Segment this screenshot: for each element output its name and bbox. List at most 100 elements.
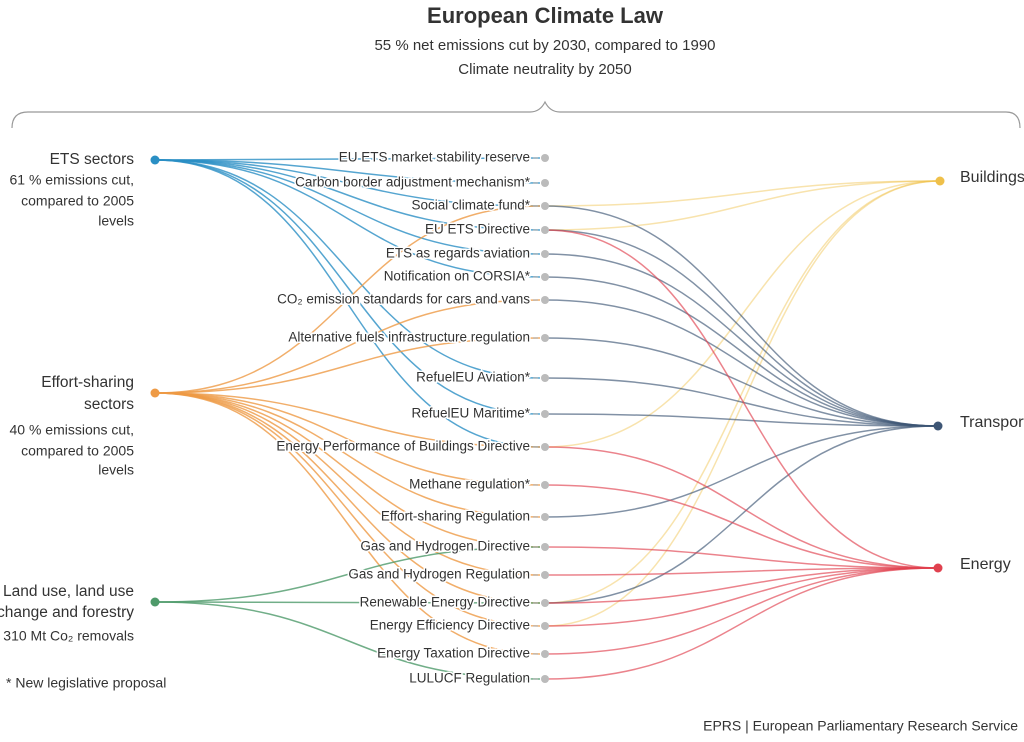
credit: EPRS | European Parliamentary Research S… (703, 718, 1018, 734)
source-link (154, 159, 541, 255)
item-dot (541, 334, 549, 342)
links (154, 157, 941, 680)
target-node (933, 421, 943, 431)
item-label: EU ETS Directive (425, 222, 530, 237)
item-label: Methane regulation* (409, 477, 531, 492)
target-link (544, 446, 939, 569)
item-dot (541, 622, 549, 630)
source-node (150, 388, 160, 398)
item-label: EU ETS market stability reserve (339, 150, 530, 165)
target-node (933, 563, 943, 573)
target-link (544, 180, 941, 448)
item-dot (541, 202, 549, 210)
item-dot (541, 675, 549, 683)
target-link (544, 229, 939, 569)
source-detail: compared to 2005 (21, 193, 134, 209)
source-link (154, 337, 541, 394)
target-link (544, 180, 941, 604)
item-label: Carbon border adjustment mechanism* (295, 175, 531, 190)
target-link (544, 413, 939, 427)
item-label: RefuelEU Aviation* (416, 370, 531, 385)
source-link (154, 392, 541, 604)
target-link (544, 425, 939, 518)
target-link (544, 546, 939, 569)
item-label: Social climate fund* (411, 198, 530, 213)
item-label: Renewable Energy Directive (360, 595, 530, 610)
target-link (544, 567, 939, 576)
brace (11, 100, 1021, 129)
item-dot (541, 599, 549, 607)
item-dot (541, 481, 549, 489)
source-name: sectors (84, 396, 134, 413)
item-dot (541, 650, 549, 658)
source-link (154, 159, 541, 231)
target-node (935, 176, 945, 186)
item-label: RefuelEU Maritime* (411, 406, 530, 421)
item-label: ETS as regards aviation (386, 246, 530, 261)
source-name: Effort-sharing (41, 374, 134, 391)
item-dot (541, 179, 549, 187)
item-dot (541, 543, 549, 551)
source-link (154, 159, 541, 184)
target-link (544, 567, 939, 680)
target-link (544, 180, 941, 627)
source-name: change and forestry (0, 604, 134, 621)
target-link (544, 299, 939, 427)
subtitle: Climate neutrality by 2050 (458, 61, 631, 78)
item-label: Effort-sharing Regulation (381, 509, 530, 524)
item-dot (541, 571, 549, 579)
target-link (544, 567, 939, 604)
item-label: Energy Taxation Directive (377, 646, 530, 661)
item-label: Energy Efficiency Directive (370, 618, 530, 633)
source-link (154, 392, 541, 548)
source-link (154, 601, 541, 680)
source-link (154, 392, 541, 486)
target-label: Transport (960, 414, 1024, 431)
source-detail: 40 % emissions cut, (10, 422, 135, 438)
source-link (154, 159, 541, 415)
item-label: LULUCF Regulation (409, 671, 530, 686)
title: European Climate Law (427, 3, 664, 28)
target-link (544, 205, 939, 427)
target-link (544, 377, 939, 427)
item-label: Alternative fuels infrastructure regulat… (288, 330, 530, 345)
source-detail: compared to 2005 (21, 443, 134, 459)
item-label: Notification on CORSIA* (384, 269, 531, 284)
item-dot (541, 296, 549, 304)
source-link (154, 299, 541, 394)
target-label: Buildings (960, 169, 1024, 186)
source-link (154, 159, 541, 207)
source-link (154, 159, 541, 379)
item-dot (541, 273, 549, 281)
item-dot (541, 154, 549, 162)
source-link (154, 157, 541, 161)
source-link (154, 392, 541, 448)
source-link (154, 392, 541, 655)
target-link (544, 567, 939, 655)
item-dot (541, 374, 549, 382)
source-link (154, 601, 541, 604)
source-detail: 61 % emissions cut, (10, 172, 135, 188)
target-link (544, 253, 939, 427)
labels: European Climate Law 55 % net emissions c… (0, 3, 1024, 734)
subtitle: 55 % net emissions cut by 2030, compared… (374, 37, 715, 54)
source-detail: 310 Mt Co₂ removals (3, 628, 134, 644)
source-detail: levels (98, 213, 134, 229)
source-name: ETS sectors (50, 151, 135, 168)
source-link (154, 159, 541, 278)
source-link (154, 205, 541, 394)
target-link (544, 180, 941, 231)
source-name: Land use, land use (3, 583, 134, 600)
item-dot (541, 250, 549, 258)
target-label: Energy (960, 556, 1011, 573)
item-label: CO₂ emission standards for cars and vans (277, 292, 530, 307)
target-link (544, 180, 941, 207)
item-dot (541, 443, 549, 451)
footnote: * New legislative proposal (6, 675, 166, 691)
source-link (154, 392, 541, 627)
source-link (154, 159, 541, 448)
item-dot (541, 410, 549, 418)
target-link (544, 229, 939, 427)
source-link (154, 392, 541, 576)
